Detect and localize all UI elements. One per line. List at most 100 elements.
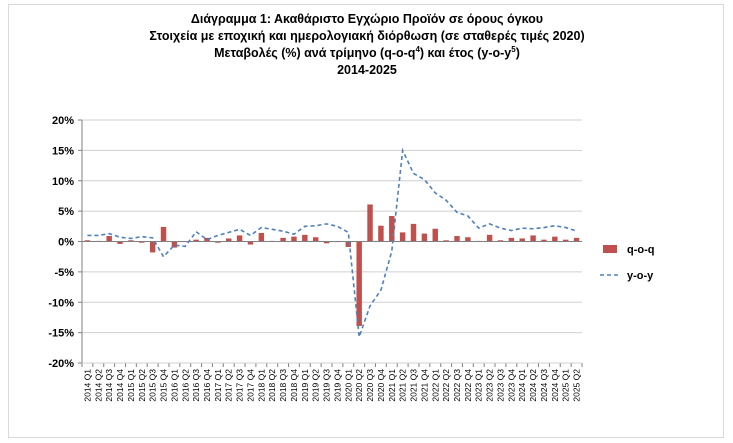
x-tick-label: 2022 Q4 [463, 369, 473, 402]
y-tick-label: -20% [48, 358, 74, 370]
x-tick-label: 2019 Q1 [300, 369, 310, 402]
x-tick-label: 2016 Q3 [191, 369, 201, 402]
bar-q-o-q [497, 240, 504, 242]
bar-q-o-q [378, 225, 384, 242]
x-tick-label: 2015 Q2 [137, 369, 147, 402]
x-tick-label: 2015 Q1 [126, 369, 136, 402]
x-tick-label: 2020 Q3 [365, 369, 375, 402]
bar-q-o-q [454, 236, 460, 242]
series-line-y-o-y [87, 147, 577, 338]
x-tick-label: 2014 Q1 [82, 369, 92, 402]
bar-q-o-q [389, 215, 395, 242]
bar-q-o-q [573, 237, 580, 242]
bar-q-o-q [171, 241, 178, 248]
x-tick-label: 2024 Q2 [528, 369, 538, 402]
axes [81, 120, 582, 363]
y-tick-label: 15% [52, 145, 74, 157]
bar-q-o-q [486, 234, 493, 242]
chart-frame: Διάγραμμα 1: Ακαθάριστο Εγχώριο Προϊόν σ… [8, 4, 724, 438]
x-tick-label: 2023 Q2 [485, 369, 495, 402]
chart-title-line-1: Διάγραμμα 1: Ακαθάριστο Εγχώριο Προϊόν σ… [190, 12, 544, 26]
bar-q-o-q [204, 237, 210, 242]
bar-q-o-q [247, 241, 254, 245]
bar-q-o-q [399, 232, 406, 242]
title-line-3-part-b: ) και έτος (y-o-y [419, 46, 512, 60]
y-tick-label: 10% [52, 176, 74, 188]
y-tick-label: -10% [48, 297, 74, 309]
y-axis-ticks: 20% 15% 10% 5% 0% -5% -10% -15% -20% [48, 115, 82, 370]
x-tick-label: 2016 Q4 [202, 369, 212, 402]
bar-q-o-q [302, 234, 308, 242]
bar-q-o-q [432, 228, 438, 242]
bar-q-o-q [226, 238, 232, 242]
bars-q-o-q [84, 204, 580, 326]
x-tick-label: 2016 Q1 [169, 369, 179, 402]
x-tick-label: 2018 Q2 [267, 369, 277, 402]
x-tick-label: 2019 Q2 [311, 369, 321, 402]
x-tick-label: 2014 Q3 [104, 369, 114, 402]
x-tick-label: 2016 Q2 [180, 369, 190, 402]
x-tick-label: 2017 Q1 [213, 369, 223, 402]
x-tick-label: 2015 Q4 [159, 369, 169, 402]
x-tick-label: 2020 Q4 [376, 369, 386, 402]
x-tick-label: 2022 Q2 [441, 369, 451, 402]
x-tick-label: 2020 Q2 [354, 369, 364, 402]
line-y-o-y [87, 147, 577, 338]
y-tick-label: 20% [52, 115, 74, 127]
x-tick-label: 2024 Q4 [550, 369, 560, 402]
x-tick-label: 2023 Q4 [506, 369, 516, 402]
y-tick-label: 0% [58, 237, 74, 249]
x-tick-label: 2019 Q3 [322, 369, 332, 402]
bar-q-o-q [84, 240, 91, 242]
x-tick-label: 2025 Q1 [561, 369, 571, 402]
x-tick-label: 2017 Q4 [245, 369, 255, 402]
x-tick-label: 2023 Q3 [495, 369, 505, 402]
legend-swatch-q-o-q [603, 245, 617, 253]
bar-q-o-q [149, 241, 156, 253]
bar-q-o-q [530, 235, 536, 242]
bar-q-o-q [541, 239, 547, 242]
chart-plot: 20%15%10%5%0%-5%-10%-15%-20% 2014 Q1 2014… [48, 115, 654, 402]
bar-q-o-q [160, 226, 167, 242]
bar-q-o-q [508, 237, 515, 242]
x-tick-label: 2017 Q2 [224, 369, 234, 402]
bar-q-o-q [421, 233, 428, 242]
x-tick-label: 2014 Q4 [115, 369, 125, 402]
x-tick-label: 2021 Q3 [409, 369, 419, 402]
x-tick-label: 2020 Q1 [343, 369, 353, 402]
bar-q-o-q [552, 236, 558, 242]
bar-q-o-q [312, 237, 319, 242]
title-line-3-part-a: Μεταβολές (%) ανά τρίμηνο (q-o-q [214, 46, 416, 60]
x-tick-label: 2021 Q4 [419, 369, 429, 402]
x-tick-label: 2023 Q1 [474, 369, 484, 402]
chart-title-line-4: 2014-2025 [337, 63, 397, 77]
bar-q-o-q [291, 236, 297, 242]
x-tick-label: 2024 Q3 [539, 369, 549, 402]
x-tick-label: 2018 Q3 [278, 369, 288, 402]
x-tick-label: 2021 Q2 [398, 369, 408, 402]
bar-q-o-q [443, 240, 449, 242]
bar-q-o-q [128, 240, 134, 242]
bar-q-o-q [345, 241, 352, 247]
bar-q-o-q [519, 238, 525, 242]
legend-label-q-o-q: q-o-q [627, 244, 654, 256]
chart-title-line-3: Μεταβολές (%) ανά τρίμηνο (q-o-q4) και έ… [9, 45, 725, 62]
bar-q-o-q [258, 232, 265, 242]
y-tick-label: -5% [54, 267, 74, 279]
x-tick-label: 2017 Q3 [235, 369, 245, 402]
bar-q-o-q [356, 241, 362, 326]
chart-titles: Διάγραμμα 1: Ακαθάριστο Εγχώριο Προϊόν σ… [9, 11, 725, 79]
x-tick-label: 2018 Q4 [289, 369, 299, 402]
x-tick-label: 2022 Q3 [452, 369, 462, 402]
x-tick-label: 2022 Q1 [430, 369, 440, 402]
bar-q-o-q [323, 241, 330, 244]
bar-q-o-q [562, 239, 569, 242]
legend: q-o-q y-o-y [600, 244, 654, 282]
x-tick-label: 2018 Q1 [256, 369, 266, 402]
x-tick-label: 2014 Q2 [93, 369, 103, 402]
x-tick-label: 2021 Q1 [387, 369, 397, 402]
bar-q-o-q [106, 236, 112, 242]
chart-title-line-2: Στοιχεία με εποχική και ημερολογιακή διό… [149, 29, 585, 43]
bar-q-o-q [236, 235, 243, 242]
x-tick-label: 2019 Q4 [332, 369, 342, 402]
